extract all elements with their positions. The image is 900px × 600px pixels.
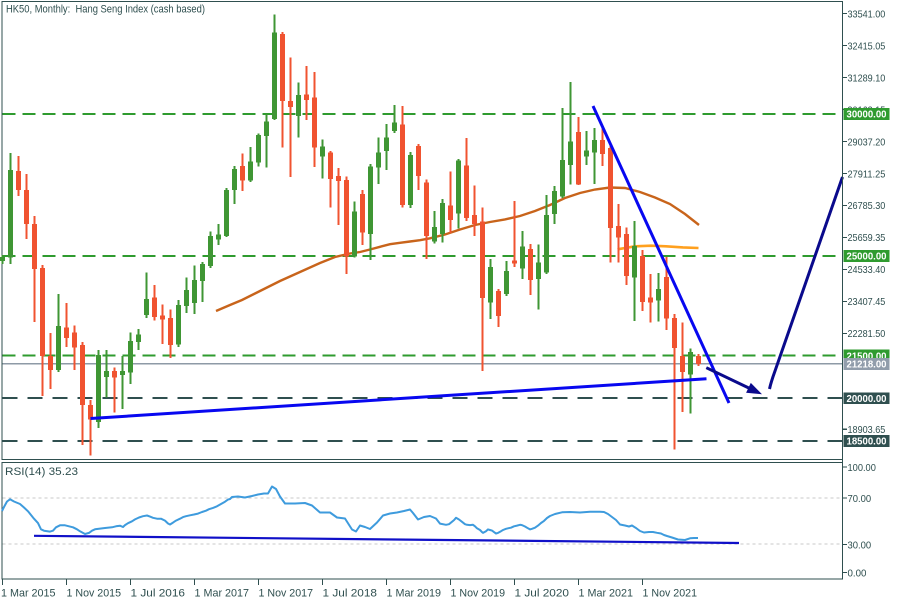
svg-text:1 Nov 2017: 1 Nov 2017 (259, 588, 314, 600)
svg-text:23407.45: 23407.45 (848, 296, 886, 308)
svg-text:27911.25: 27911.25 (848, 168, 886, 180)
svg-text:70.00: 70.00 (848, 493, 872, 505)
svg-text:24533.40: 24533.40 (848, 264, 886, 276)
svg-text:HK50, Monthly: Hang Seng Inde: HK50, Monthly: Hang Seng Index (cash bas… (6, 4, 205, 16)
svg-text:25659.35: 25659.35 (848, 232, 886, 244)
svg-text:22281.50: 22281.50 (848, 328, 886, 340)
svg-text:18903.65: 18903.65 (848, 424, 886, 436)
svg-text:0.00: 0.00 (848, 567, 867, 579)
svg-text:1 Mar 2021: 1 Mar 2021 (579, 588, 634, 600)
svg-text:33541.00: 33541.00 (848, 8, 886, 20)
svg-text:18500.00: 18500.00 (847, 436, 887, 448)
svg-text:100.00: 100.00 (848, 462, 877, 474)
svg-text:1 Nov 2019: 1 Nov 2019 (451, 588, 506, 600)
svg-text:1 Nov 2015: 1 Nov 2015 (67, 588, 122, 600)
svg-text:30.00: 30.00 (848, 539, 872, 551)
svg-text:32415.05: 32415.05 (848, 40, 886, 52)
svg-text:1 Mar 2015: 1 Mar 2015 (1, 588, 56, 600)
svg-text:29037.20: 29037.20 (848, 136, 886, 148)
svg-text:1 Mar 2019: 1 Mar 2019 (387, 588, 442, 600)
svg-text:1 Jul 2018: 1 Jul 2018 (323, 588, 378, 600)
svg-text:1 Jul 2016: 1 Jul 2016 (131, 588, 186, 600)
svg-text:30000.00: 30000.00 (847, 109, 887, 121)
svg-text:21218.00: 21218.00 (847, 359, 887, 371)
svg-text:20000.00: 20000.00 (847, 393, 887, 405)
svg-text:1 Mar 2017: 1 Mar 2017 (195, 588, 250, 600)
svg-text:31289.10: 31289.10 (848, 72, 886, 84)
svg-text:25000.00: 25000.00 (847, 251, 887, 263)
svg-text:26785.30: 26785.30 (848, 200, 886, 212)
svg-text:RSI(14) 35.23: RSI(14) 35.23 (5, 466, 78, 478)
svg-text:1 Nov 2021: 1 Nov 2021 (643, 588, 698, 600)
svg-text:1 Jul 2020: 1 Jul 2020 (515, 588, 570, 600)
